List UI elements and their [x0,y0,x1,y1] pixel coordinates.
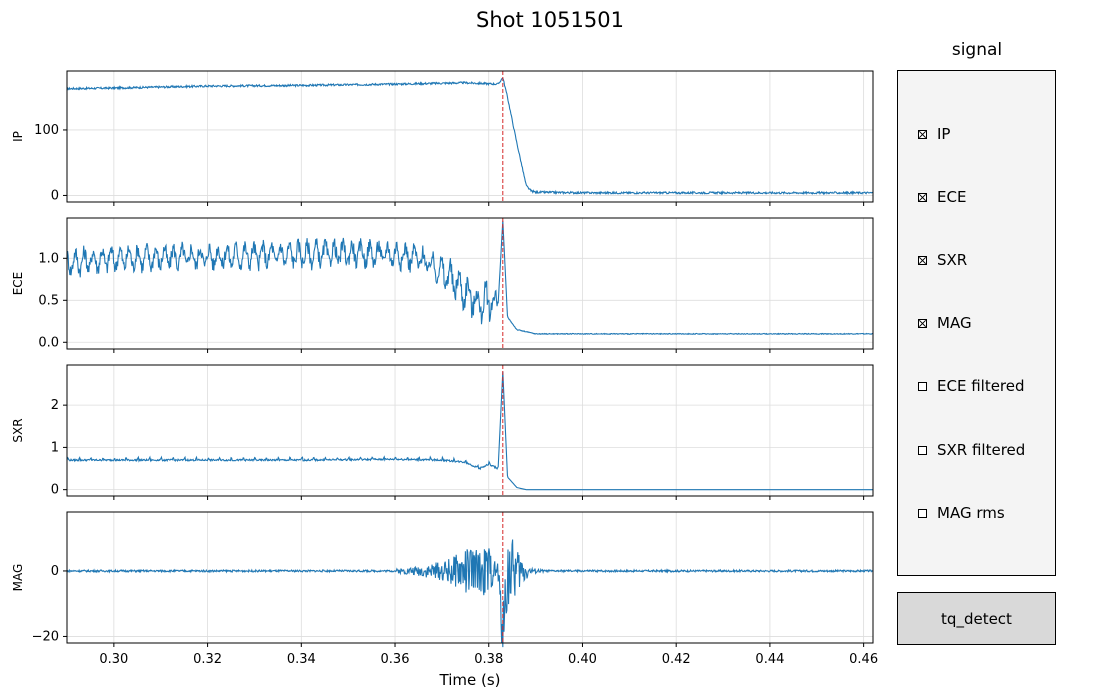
x-tick-label: 0.42 [662,652,691,667]
signal-label: SXR filtered [937,441,1026,459]
series-line-ip [66,77,874,196]
signal-toggle-mag[interactable]: MAG [918,313,972,333]
checkbox-icon[interactable] [918,129,927,139]
axes-frame [66,217,874,350]
signal-toggle-ece-filtered[interactable]: ECE filtered [918,376,1025,396]
checkbox-icon[interactable] [918,508,927,518]
signal-label: IP [937,125,951,143]
series-line-ece [66,220,874,336]
panel-mag: −20 0 MAG [11,511,874,648]
x-tick-label: 0.38 [474,652,503,667]
signal-label: MAG rms [937,504,1005,522]
checkbox-icon[interactable] [918,192,927,202]
signal-label: ECE filtered [937,377,1025,395]
series-line-sxr [66,371,873,491]
axes-frame [66,511,874,644]
y-tick-label: 100 [34,123,59,138]
y-tick-label: 0 [51,483,59,498]
y-tick-label: 2 [51,398,59,413]
x-tick-label: 0.32 [193,652,222,667]
y-axis-label: SXR [11,418,25,442]
y-axis-label: IP [11,131,25,142]
signal-label: ECE [937,188,967,206]
figure-title: Shot 1051501 [476,8,624,32]
x-axis-label: Time (s) [439,671,501,689]
panel-sxr: 0 1 2 SXR [11,364,874,500]
checkbox-icon[interactable] [918,445,927,455]
y-axis-label: ECE [11,272,25,296]
x-tick-label: 0.30 [99,652,128,667]
y-tick-label: 0.0 [38,335,59,350]
y-axis-label: MAG [11,564,25,592]
axes-frame [66,70,874,203]
y-tick-label: −20 [32,629,59,644]
signal-label: SXR [937,251,968,269]
axes-frame [66,364,874,497]
x-tick-label: 0.40 [568,652,597,667]
checkbox-icon[interactable] [918,318,927,328]
series-line-mag [66,539,874,648]
y-tick-label: 0 [51,188,59,203]
signal-toggle-ece[interactable]: ECE [918,187,966,207]
y-tick-label: 1 [51,440,59,455]
signal-toggle-ip[interactable]: IP [918,124,950,144]
signal-checkbox-panel: IP ECE SXR MAG ECE filtered SXR filtered… [897,70,1056,576]
signal-label: MAG [937,314,972,332]
x-tick-label: 0.46 [849,652,878,667]
y-tick-label: 0 [51,564,59,579]
legend-title: signal [951,40,1003,60]
signal-toggle-sxr[interactable]: SXR [918,250,967,270]
y-tick-label: 1.0 [38,251,59,266]
y-tick-label: 0.5 [38,293,59,308]
checkbox-icon[interactable] [918,381,927,391]
tq-detect-button[interactable]: tq_detect [897,592,1056,645]
signal-toggle-sxr-filtered[interactable]: SXR filtered [918,440,1025,460]
x-tick-label: 0.44 [755,652,784,667]
x-tick-label: 0.36 [381,652,410,667]
panel-ece: 0.0 0.5 1.0 ECE [11,217,874,353]
x-tick-label: 0.34 [287,652,316,667]
panel-ip: 0 100 IP [11,70,874,206]
signal-toggle-mag-rms[interactable]: MAG rms [918,503,1005,523]
checkbox-icon[interactable] [918,255,927,265]
